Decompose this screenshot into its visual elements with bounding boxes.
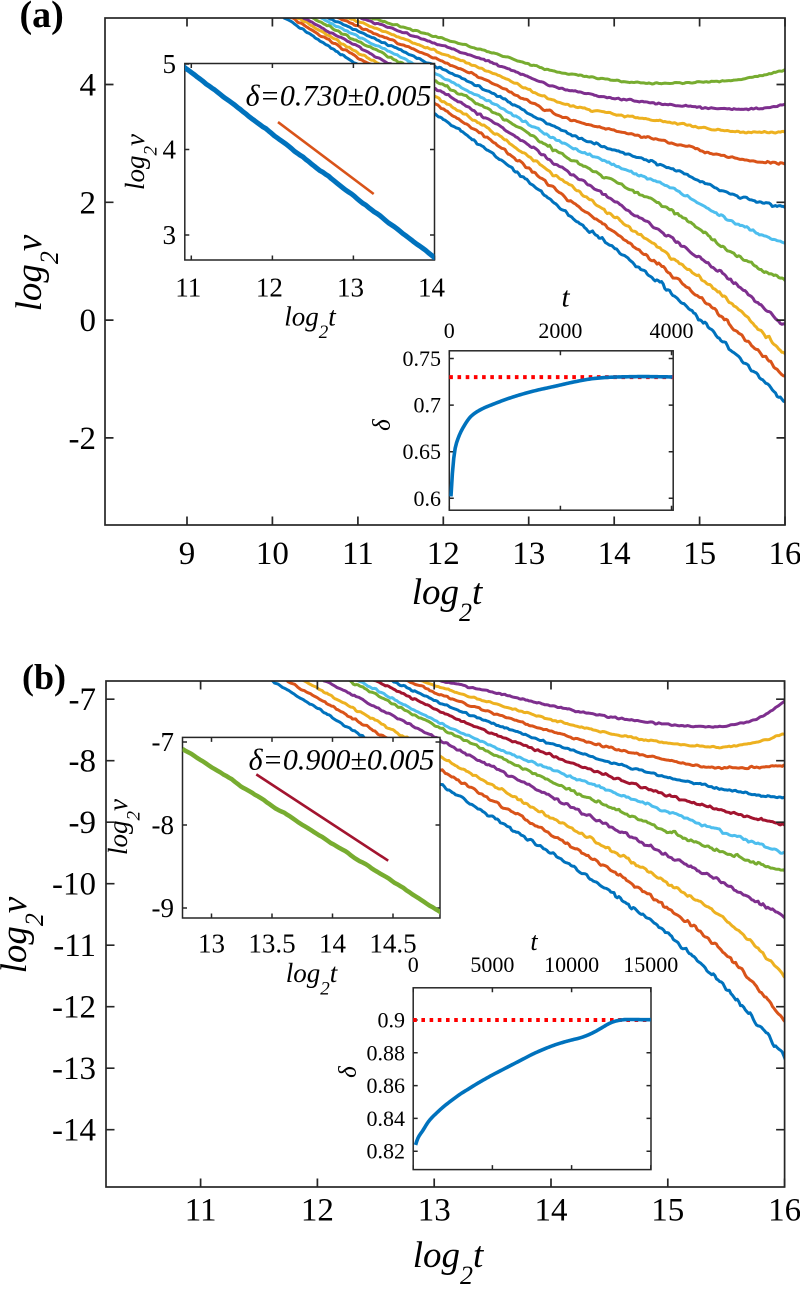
svg-text:13: 13 [198,929,225,959]
svg-text:10000: 10000 [544,952,599,977]
svg-text:-14: -14 [52,1113,96,1149]
svg-text:4: 4 [163,135,177,165]
svg-text:δ=0.900±0.005: δ=0.900±0.005 [249,744,435,777]
svg-text:15: 15 [651,1193,684,1229]
svg-text:0: 0 [444,318,455,343]
svg-text:-2: -2 [69,421,97,457]
svg-text:0.84: 0.84 [367,1106,406,1131]
svg-text:0.65: 0.65 [403,439,442,464]
svg-text:4000: 4000 [650,318,694,343]
svg-text:t: t [530,927,538,956]
svg-text:14: 14 [535,1193,568,1229]
svg-text:2: 2 [80,185,97,221]
svg-text:-9: -9 [152,893,175,923]
svg-text:12: 12 [256,273,283,303]
svg-text:-7: -7 [152,727,175,757]
svg-text:11: 11 [175,273,201,303]
svg-text:(a): (a) [20,0,64,36]
svg-text:(b): (b) [22,657,66,697]
svg-text:0.86: 0.86 [367,1073,406,1098]
svg-text:2000: 2000 [538,318,582,343]
svg-text:13: 13 [337,273,364,303]
svg-text:14: 14 [418,273,446,303]
svg-text:0.9: 0.9 [378,1008,406,1033]
svg-text:0.88: 0.88 [367,1040,406,1065]
svg-text:3: 3 [163,220,177,250]
svg-text:t: t [561,282,570,314]
svg-text:14: 14 [598,536,631,572]
svg-text:0: 0 [408,952,419,977]
svg-text:δ: δ [369,419,396,431]
svg-text:12: 12 [301,1193,334,1229]
svg-text:15000: 15000 [623,952,678,977]
svg-text:-13: -13 [52,1051,96,1087]
svg-text:5: 5 [163,49,177,79]
svg-text:δ: δ [335,1066,362,1078]
svg-text:14.5: 14.5 [369,929,416,959]
svg-text:0.82: 0.82 [367,1139,406,1164]
svg-text:5000: 5000 [470,952,514,977]
svg-text:14: 14 [319,929,347,959]
svg-text:15: 15 [683,536,716,572]
svg-text:-7: -7 [69,682,97,718]
svg-text:0.6: 0.6 [414,486,442,511]
svg-text:0.75: 0.75 [403,346,442,371]
svg-text:13.5: 13.5 [248,929,295,959]
svg-text:11: 11 [342,536,374,572]
svg-text:-11: -11 [53,928,96,964]
svg-text:12: 12 [427,536,460,572]
svg-text:13: 13 [418,1193,451,1229]
svg-text:16: 16 [768,1193,800,1229]
svg-text:-9: -9 [69,805,97,841]
svg-text:4: 4 [80,68,97,104]
svg-text:δ=0.730±0.005: δ=0.730±0.005 [246,80,432,113]
svg-text:-8: -8 [152,810,175,840]
svg-text:-12: -12 [52,990,96,1026]
svg-text:11: 11 [185,1193,217,1229]
svg-text:13: 13 [512,536,545,572]
svg-text:10: 10 [256,536,289,572]
svg-text:0.7: 0.7 [414,393,442,418]
svg-text:0: 0 [80,303,97,339]
svg-text:16: 16 [769,536,800,572]
svg-text:-10: -10 [52,867,96,903]
svg-text:-8: -8 [69,744,97,780]
svg-text:9: 9 [179,536,196,572]
